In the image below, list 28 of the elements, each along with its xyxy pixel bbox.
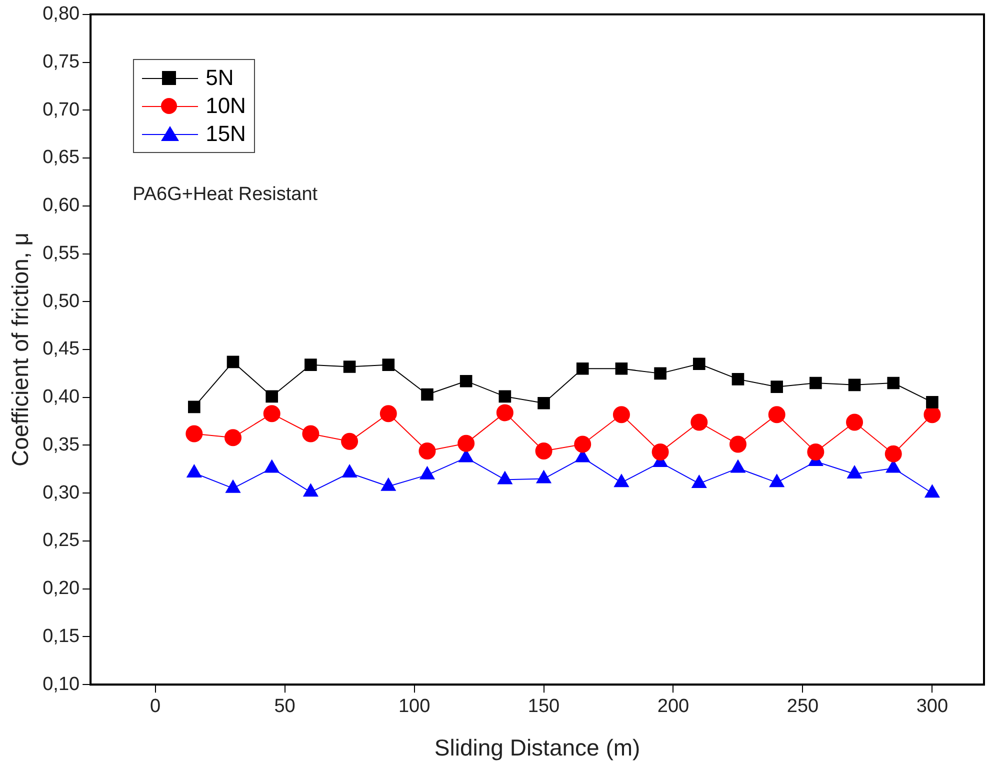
y-tick-label: 0,15 [42,626,80,647]
x-tick-label: 300 [916,696,948,718]
y-tick-label: 0,30 [42,482,80,504]
y-tick-label: 0,10 [42,674,80,695]
y-axis-title: Coefficient of friction, μ [7,232,34,466]
x-tick-label: 50 [274,696,296,718]
y-tick-label: 0,70 [42,99,80,120]
y-tick-label: 0,55 [42,242,80,264]
x-axis-title: Sliding Distance (m) [434,734,640,761]
y-tick-label: 0,40 [42,386,80,408]
annotation: PA6G+Heat Resistant [132,184,318,206]
x-tick-label: 0 [150,696,161,718]
x-tick-label: 100 [398,696,430,718]
y-tick-label: 0,75 [42,52,80,73]
x-tick-label: 250 [786,696,819,718]
y-tick-label: 0,35 [42,434,80,456]
y-tick-label: 0,25 [42,530,80,552]
y-tick-label: 0,65 [42,147,80,168]
y-tick-label: 0,80 [42,4,80,25]
x-tick-label: 150 [528,696,560,718]
y-tick-label: 0,45 [42,338,80,360]
y-tick-label: 0,20 [42,578,80,600]
x-tick-label: 200 [657,696,690,718]
y-tick-label: 0,50 [42,290,80,312]
legend-label: 5N [206,65,234,92]
legend-label: 10N [206,93,246,120]
y-tick-label: 0,60 [42,195,80,216]
legend-label: 15N [206,121,246,148]
